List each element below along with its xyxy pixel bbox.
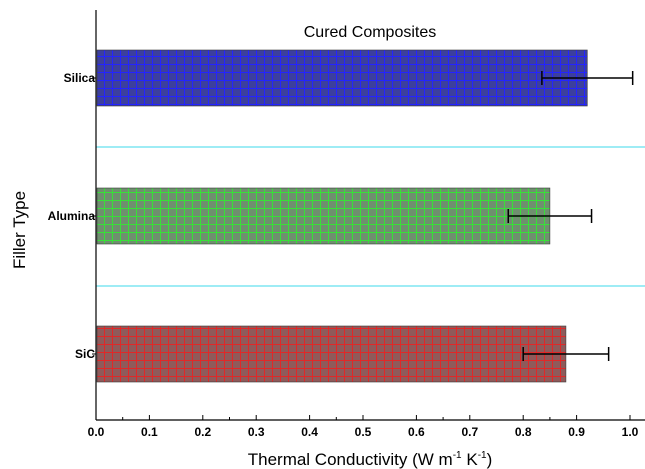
category-label-sic: SiC — [75, 347, 95, 361]
x-tick-label: 0.8 — [515, 425, 532, 439]
x-axis-title-sup2: -1 — [478, 450, 487, 461]
error-bars — [507, 71, 634, 361]
bar-silica — [96, 49, 588, 107]
y-axis-title: Filler Type — [10, 191, 29, 269]
error-bar-silica — [541, 71, 634, 85]
x-tick-label: 0.6 — [408, 425, 425, 439]
x-tick-label: 0.9 — [568, 425, 585, 439]
error-bar-sic — [522, 347, 610, 361]
x-axis-title-mid: K — [462, 450, 479, 469]
x-tick-label: 0.4 — [301, 425, 318, 439]
category-labels: Silica Alumina SiC — [48, 71, 96, 361]
x-tick-label: 0.1 — [141, 425, 158, 439]
chart-title: Cured Composites — [304, 24, 437, 41]
bar-alumina — [96, 187, 551, 245]
bars — [96, 49, 588, 383]
x-axis-title-main: Thermal Conductivity (W m — [248, 450, 453, 469]
x-tick-label: 1.0 — [622, 425, 639, 439]
x-axis-title-end: ) — [487, 450, 493, 469]
category-label-silica: Silica — [64, 71, 96, 85]
bar-sic — [96, 325, 567, 383]
error-bar-alumina — [507, 209, 593, 223]
category-label-alumina: Alumina — [48, 209, 96, 223]
x-tick-label: 0.5 — [355, 425, 372, 439]
x-ticks: 0.0 0.1 0.2 0.3 0.4 0.5 0.6 0.7 0.8 0.9 1.0 — [88, 415, 639, 439]
x-tick-label: 0.3 — [248, 425, 265, 439]
x-axis-title: Thermal Conductivity (W m-1 K-1) — [248, 450, 493, 469]
x-tick-label: 0.7 — [461, 425, 478, 439]
x-tick-label: 0.2 — [194, 425, 211, 439]
x-tick-label: 0.0 — [88, 425, 105, 439]
x-axis-title-sup1: -1 — [453, 450, 462, 461]
category-separators — [96, 146, 645, 287]
